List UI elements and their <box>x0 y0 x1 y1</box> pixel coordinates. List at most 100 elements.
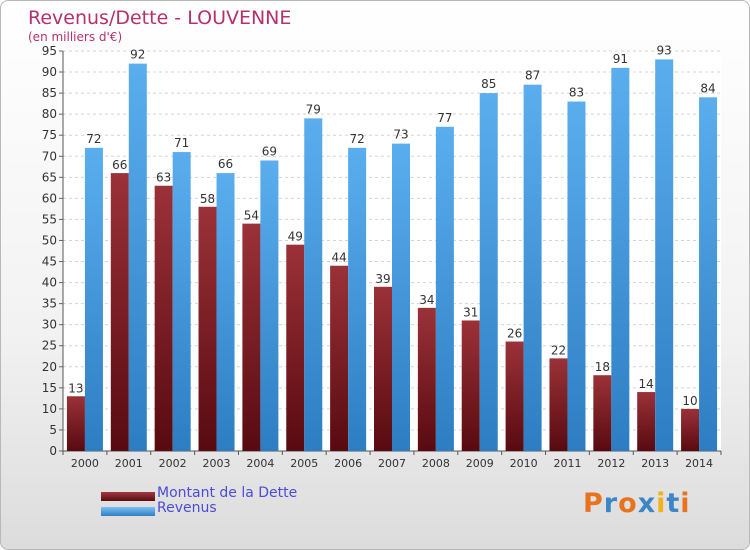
x-tick-label: 2000 <box>71 457 99 470</box>
data-label-dette: 63 <box>156 171 171 185</box>
data-label-revenus: 91 <box>613 52 628 66</box>
y-tick-label: 15 <box>42 381 57 395</box>
bar-revenus <box>84 147 103 451</box>
bar-dette <box>593 375 612 451</box>
bar-revenus <box>128 63 147 451</box>
bar-revenus <box>392 143 410 451</box>
bar-dette <box>681 408 700 451</box>
y-tick-label: 95 <box>42 44 57 58</box>
x-tick-label: 2007 <box>378 457 406 470</box>
logo-letter: x <box>637 488 657 519</box>
y-tick-label: 40 <box>42 276 57 290</box>
bar-revenus <box>435 126 454 451</box>
y-tick-label: 50 <box>42 233 57 247</box>
bar-revenus <box>699 97 718 451</box>
bar-dette <box>198 206 217 451</box>
bar-dette <box>374 286 392 451</box>
y-tick-label: 30 <box>42 318 57 332</box>
y-tick-label: 75 <box>42 128 57 142</box>
bar-dette <box>286 244 305 451</box>
logo-letter: i <box>680 488 691 519</box>
y-tick-label: 65 <box>42 170 57 184</box>
logo-letter: r <box>603 488 619 519</box>
data-label-dette: 49 <box>288 230 303 244</box>
data-label-dette: 10 <box>682 394 697 408</box>
y-tick-label: 55 <box>42 212 57 226</box>
legend-label-dette: Montant de la Dette <box>157 485 298 501</box>
chart-subtitle: (en milliers d'€) <box>28 30 123 44</box>
bar-dette <box>461 320 480 451</box>
data-label-dette: 14 <box>639 377 654 391</box>
bar-dette <box>637 392 656 451</box>
y-tick-label: 45 <box>42 255 57 269</box>
data-label-revenus: 72 <box>349 132 364 146</box>
bar-dette <box>154 185 173 451</box>
y-tick-label: 90 <box>42 65 57 79</box>
data-label-revenus: 71 <box>174 136 189 150</box>
data-label-dette: 66 <box>112 158 127 172</box>
y-tick-label: 5 <box>49 423 57 437</box>
logo-letter: P <box>583 488 604 519</box>
data-label-revenus: 69 <box>262 144 277 158</box>
x-tick-label: 2013 <box>641 457 669 470</box>
y-tick-label: 85 <box>42 86 57 100</box>
bar-revenus <box>260 160 279 451</box>
x-tick-label: 2011 <box>553 457 581 470</box>
bar-dette <box>417 307 436 451</box>
y-tick-label: 20 <box>42 360 57 374</box>
x-tick-label: 2002 <box>159 457 187 470</box>
bar-revenus <box>655 59 674 451</box>
x-tick-label: 2014 <box>685 457 713 470</box>
y-tick-label: 10 <box>42 402 57 416</box>
bar-revenus <box>304 118 323 452</box>
data-label-dette: 18 <box>595 360 610 374</box>
data-label-revenus: 73 <box>393 128 408 142</box>
bar-revenus <box>172 152 191 452</box>
data-label-revenus: 92 <box>130 48 145 62</box>
proxiti-logo: Proxiti <box>583 488 691 519</box>
bar-dette <box>242 223 261 451</box>
data-label-revenus: 83 <box>569 86 584 100</box>
logo-letter: o <box>618 488 638 519</box>
y-tick-label: 0 <box>49 444 57 458</box>
bar-revenus <box>523 84 542 452</box>
data-label-revenus: 87 <box>525 69 540 83</box>
legend-label-revenus: Revenus <box>157 500 217 516</box>
x-tick-label: 2004 <box>246 457 274 470</box>
bar-dette <box>330 265 349 451</box>
y-tick-label: 60 <box>42 191 57 205</box>
legend-swatch-revenus <box>101 507 155 516</box>
data-label-revenus: 84 <box>700 81 715 95</box>
bar-revenus <box>567 101 586 452</box>
bar-revenus <box>479 93 498 452</box>
bar-dette <box>66 396 85 451</box>
data-label-revenus: 72 <box>86 132 101 146</box>
data-label-dette: 22 <box>551 343 566 357</box>
data-label-revenus: 79 <box>306 102 321 116</box>
x-tick-label: 2001 <box>115 457 143 470</box>
x-tick-label: 2008 <box>422 457 450 470</box>
chart-title: Revenus/Dette - LOUVENNE <box>28 7 292 29</box>
data-label-revenus: 93 <box>657 43 672 57</box>
x-tick-label: 2006 <box>334 457 362 470</box>
data-label-dette: 58 <box>200 192 215 206</box>
x-tick-label: 2005 <box>290 457 318 470</box>
x-tick-label: 2009 <box>466 457 494 470</box>
x-tick-label: 2012 <box>597 457 625 470</box>
bar-revenus <box>348 147 367 451</box>
logo-letter: t <box>666 488 681 519</box>
y-tick-label: 70 <box>42 149 57 163</box>
bar-dette <box>110 173 129 451</box>
y-tick-label: 35 <box>42 297 57 311</box>
data-label-dette: 26 <box>507 327 522 341</box>
data-label-revenus: 66 <box>218 157 233 171</box>
bar-dette <box>505 341 524 451</box>
data-label-revenus: 85 <box>481 77 496 91</box>
data-label-dette: 44 <box>331 251 346 265</box>
logo-letter: i <box>656 488 667 519</box>
y-tick-label: 25 <box>42 339 57 353</box>
x-tick-label: 2010 <box>510 457 538 470</box>
data-label-dette: 31 <box>463 305 478 319</box>
data-label-dette: 34 <box>419 293 434 307</box>
